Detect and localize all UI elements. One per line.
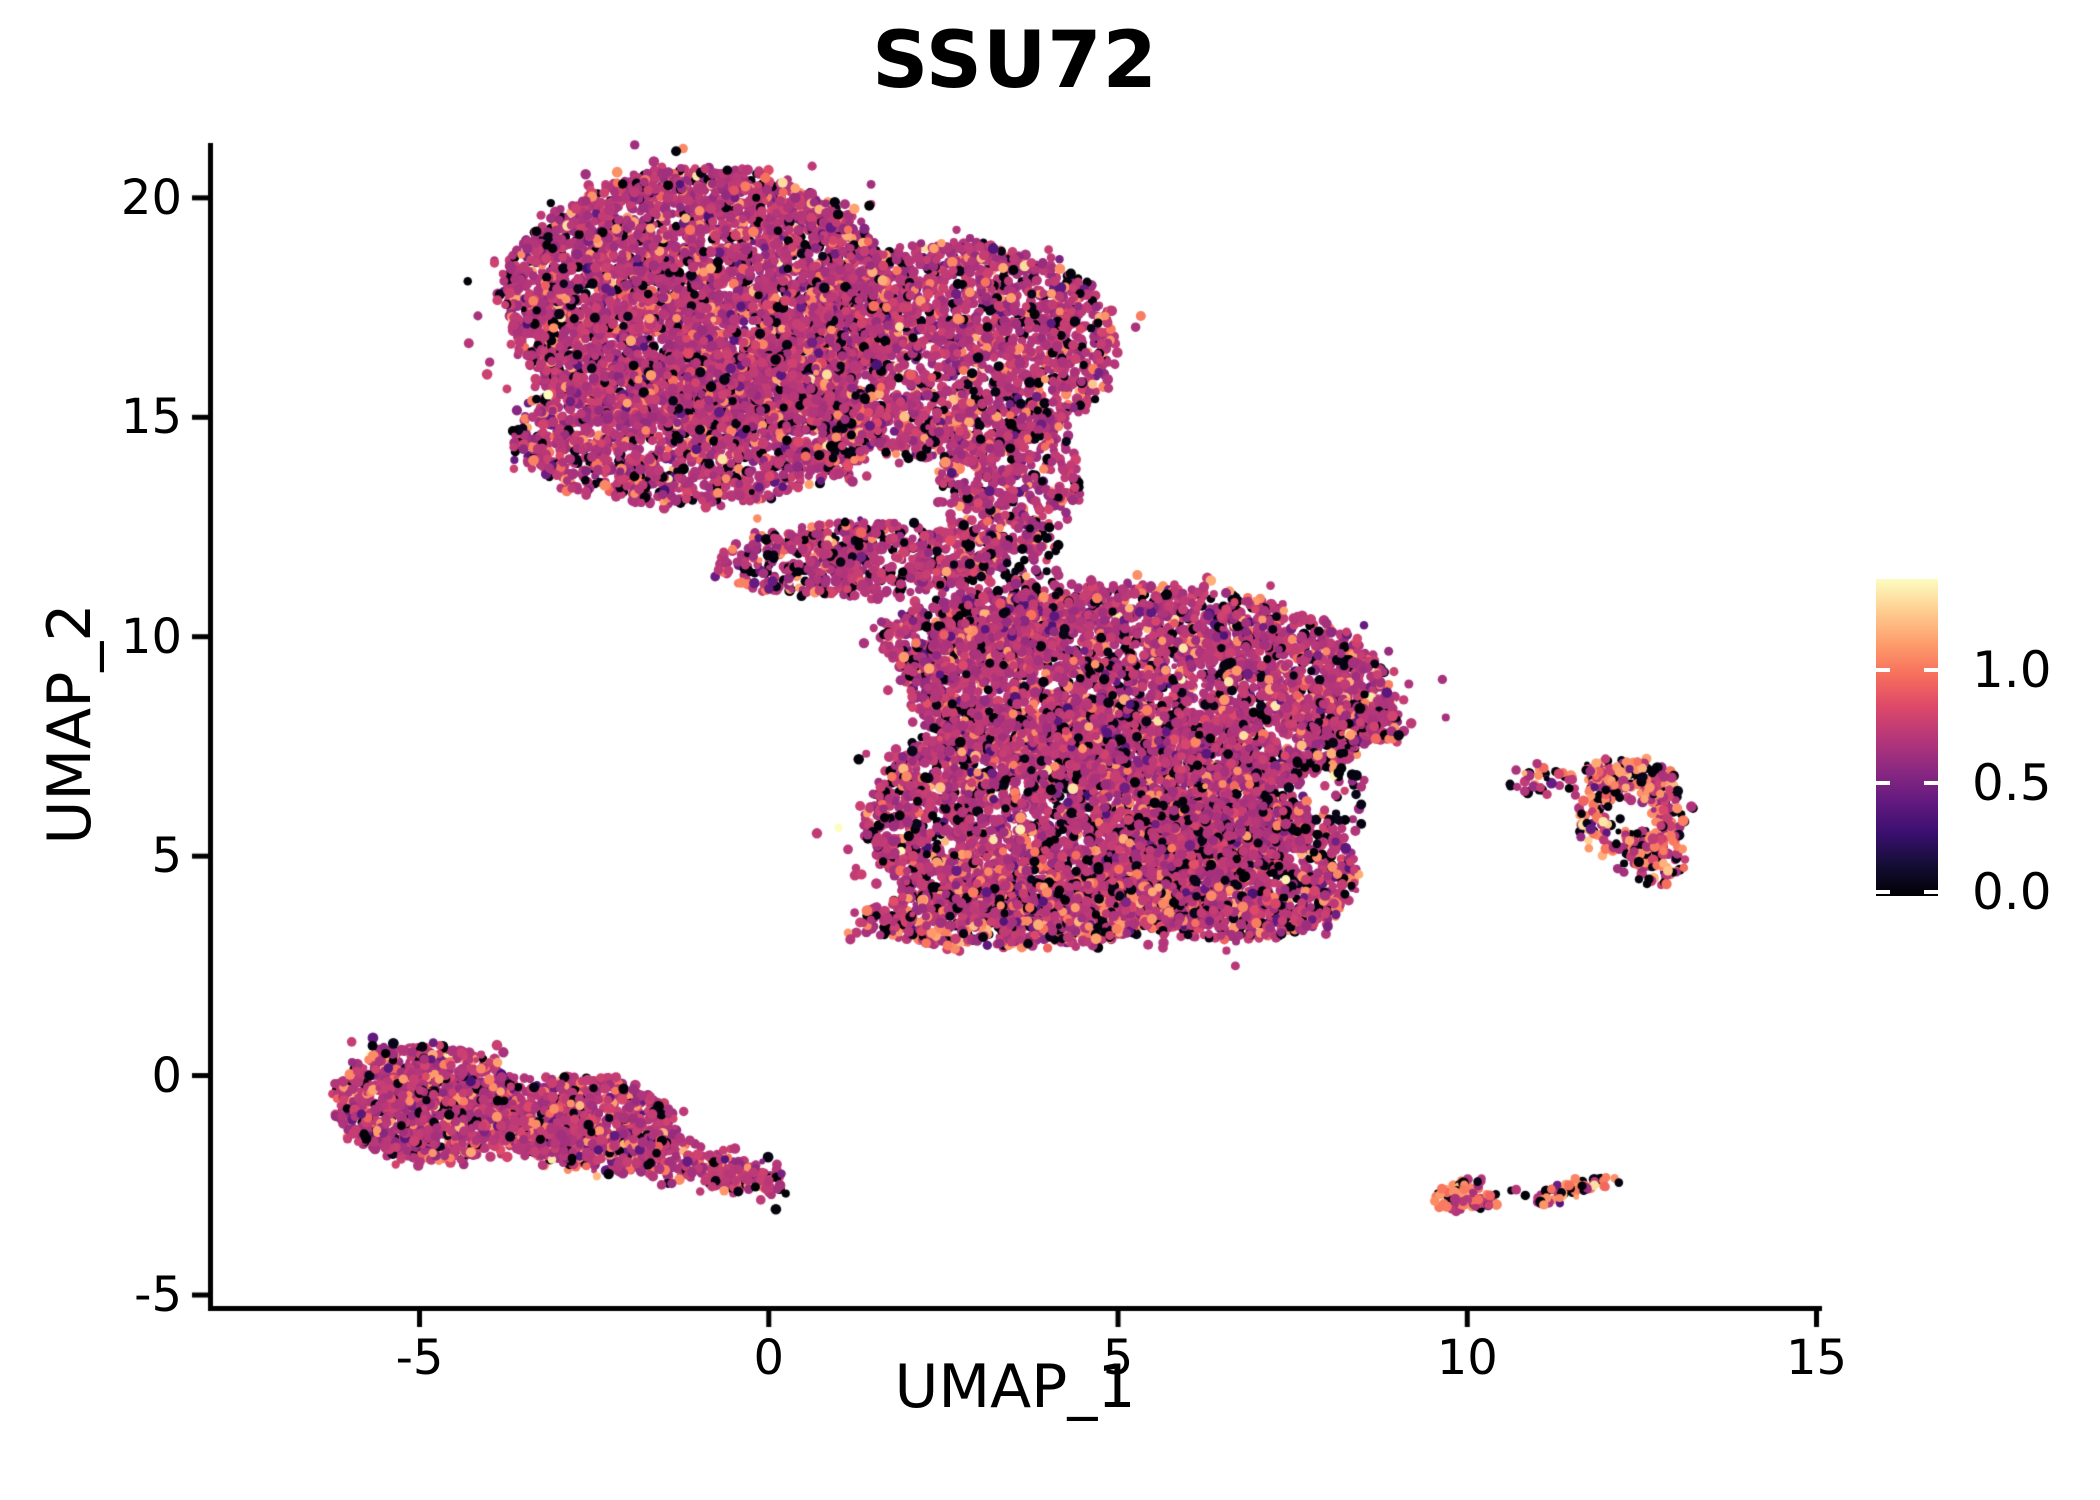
y-tick-label: 10 [120, 608, 182, 665]
y-tick-label: 15 [120, 389, 182, 446]
colorbar-tick-mark [1924, 780, 1938, 785]
x-tick-label: 5 [1102, 1330, 1134, 1386]
colorbar-tick-mark [1924, 890, 1938, 894]
colorbar-gradient [1876, 579, 1938, 896]
x-tick-label: 10 [1436, 1330, 1498, 1386]
colorbar-tick-mark [1876, 667, 1890, 672]
x-tick-label: 15 [1785, 1330, 1848, 1386]
colorbar [1876, 579, 1938, 896]
x-tick-label: -5 [395, 1330, 444, 1386]
colorbar-tick-label: 0.5 [1972, 753, 2052, 812]
y-tick-label: -5 [134, 1267, 182, 1324]
y-tick-label: 5 [151, 828, 182, 885]
colorbar-tick-label: 0.0 [1972, 863, 2052, 921]
plot-title: SSU72 [872, 16, 1158, 106]
colorbar-tick-mark [1876, 890, 1890, 894]
colorbar-tick-mark [1924, 667, 1938, 672]
colorbar-tick-label: 1.0 [1972, 640, 2052, 699]
y-tick-label: 20 [120, 169, 182, 226]
colorbar-tick-mark [1876, 780, 1890, 785]
x-axis-label: UMAP_1 [894, 1352, 1136, 1422]
y-tick-label: 0 [151, 1047, 182, 1104]
x-tick-label: 0 [753, 1330, 785, 1386]
